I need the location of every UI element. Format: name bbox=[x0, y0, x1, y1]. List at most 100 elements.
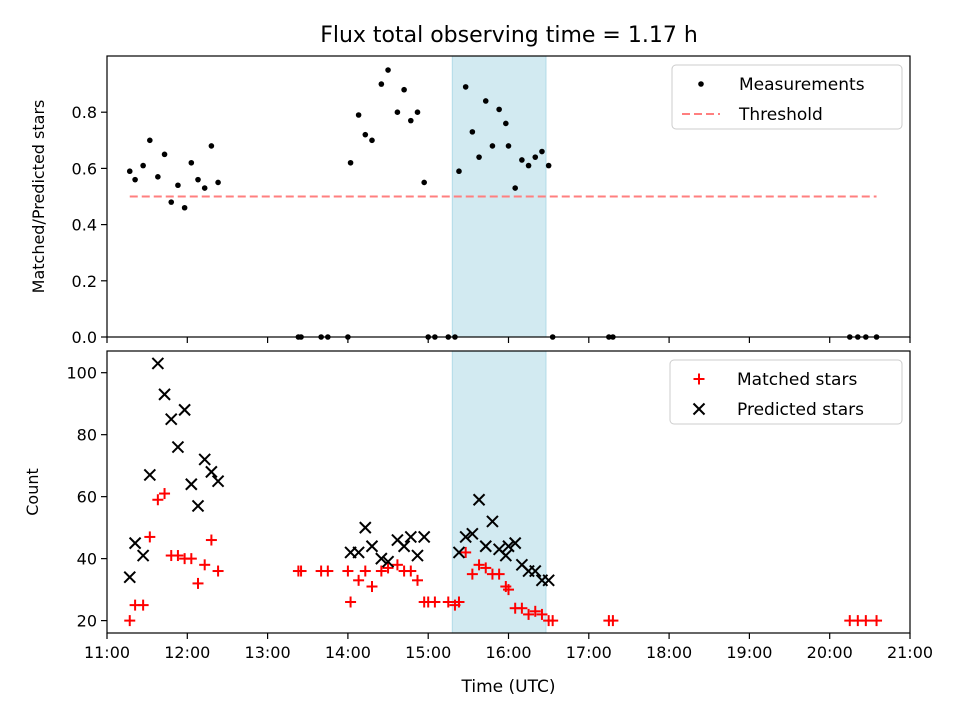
measurement-point bbox=[201, 185, 208, 191]
measurement-point bbox=[155, 174, 161, 180]
matched-star-point bbox=[493, 568, 505, 580]
x-tick-label: 12:00 bbox=[164, 643, 210, 662]
predicted-star-point bbox=[417, 530, 431, 544]
measurement-point bbox=[456, 168, 462, 175]
matched-star-point bbox=[411, 574, 423, 586]
x-axis-label: Time (UTC) bbox=[461, 677, 556, 697]
predicted-star-point bbox=[499, 549, 513, 562]
measurement-point bbox=[469, 129, 476, 135]
measurement-point bbox=[505, 143, 512, 149]
measurement-point bbox=[482, 98, 489, 104]
matched-star-point bbox=[607, 615, 619, 627]
series-group bbox=[126, 67, 880, 340]
measurement-point bbox=[525, 162, 532, 169]
predicted-star-point bbox=[205, 465, 218, 479]
matched-star-point bbox=[536, 608, 548, 620]
matched-star-point bbox=[871, 615, 883, 627]
matched-star-point bbox=[322, 565, 334, 577]
x-tick-label: 20:00 bbox=[807, 643, 853, 662]
predicted-star-point bbox=[375, 552, 388, 565]
y-tick-label: 80 bbox=[77, 426, 97, 445]
measurement-point bbox=[215, 179, 221, 186]
predicted-star-point bbox=[404, 530, 418, 544]
measurement-point bbox=[385, 67, 391, 73]
matched-star-point bbox=[172, 550, 184, 562]
measurement-point bbox=[132, 176, 138, 183]
predicted-star-point bbox=[397, 540, 411, 553]
top-panel-ratio: 0.0 0.2 0.4 0.6 0.8 Matched/Predicted stars Me… bbox=[29, 55, 911, 347]
measurement-point bbox=[401, 86, 407, 93]
measurement-point bbox=[168, 199, 175, 205]
predicted-star-point bbox=[143, 468, 157, 482]
measurement-point bbox=[362, 131, 369, 138]
measurement-point bbox=[476, 154, 482, 160]
figure-title: Flux total observing time = 1.17 h bbox=[320, 23, 698, 48]
matched-star-point bbox=[152, 494, 164, 506]
legend-plus-icon bbox=[693, 373, 705, 385]
matched-star-point bbox=[382, 562, 394, 574]
x-tick-label: 19:00 bbox=[726, 643, 772, 662]
legend-label: Matched stars bbox=[737, 370, 857, 390]
matched-star-point bbox=[345, 596, 357, 608]
legend: Matched stars Predicted stars bbox=[669, 359, 903, 425]
measurement-point bbox=[181, 204, 188, 211]
measurement-point bbox=[462, 84, 469, 90]
x-tick-label: 18:00 bbox=[646, 643, 692, 662]
legend: Measurements Threshold bbox=[671, 64, 903, 130]
matched-star-point bbox=[523, 608, 535, 620]
bottom-panel-counts: 20 40 60 80 100 11:00 12:00 13:00 14:00 15:00 16:0… bbox=[23, 350, 933, 697]
matched-star-point bbox=[480, 562, 492, 574]
x-tick-label: 11:00 bbox=[84, 643, 130, 662]
measurement-point bbox=[208, 143, 215, 149]
y-tick-label: 100 bbox=[66, 364, 97, 383]
predicted-star-point bbox=[171, 440, 185, 454]
predicted-star-point bbox=[508, 536, 522, 550]
x-tick-label: 15:00 bbox=[405, 643, 451, 662]
matched-star-point bbox=[159, 488, 171, 500]
series-group bbox=[123, 357, 883, 627]
y-tick-label: 0.4 bbox=[72, 216, 97, 235]
predicted-star-point bbox=[352, 546, 365, 559]
matched-star-point bbox=[124, 615, 136, 627]
y-axis-label: Matched/Predicted stars bbox=[29, 100, 48, 294]
matched-star-point bbox=[391, 559, 403, 571]
predicted-star-point bbox=[198, 453, 211, 466]
measurement-point bbox=[140, 162, 146, 169]
x-tick-label: 17:00 bbox=[566, 643, 612, 662]
predicted-star-point bbox=[502, 540, 515, 553]
matched-star-point bbox=[860, 615, 872, 627]
y-tick-label: 60 bbox=[77, 488, 97, 507]
predicted-star-point bbox=[123, 571, 136, 584]
measurement-point bbox=[126, 168, 133, 175]
predicted-star-point bbox=[472, 493, 486, 506]
matched-star-point bbox=[185, 553, 197, 565]
matched-star-point bbox=[144, 531, 156, 543]
predicted-star-point bbox=[365, 540, 379, 553]
measurement-point bbox=[545, 162, 552, 169]
predicted-star-point bbox=[381, 555, 395, 568]
matched-star-point bbox=[473, 559, 485, 571]
legend-label: Predicted stars bbox=[737, 400, 864, 420]
matched-star-point bbox=[342, 565, 354, 577]
matched-star-point bbox=[503, 584, 514, 596]
measurement-point bbox=[161, 151, 168, 158]
measurement-point bbox=[532, 154, 539, 160]
matched-star-point bbox=[466, 568, 478, 580]
measurement-point bbox=[175, 182, 181, 189]
measurement-point bbox=[512, 185, 518, 191]
measurement-point bbox=[378, 81, 385, 87]
measurement-point bbox=[503, 120, 509, 127]
y-axis-label: Count bbox=[23, 468, 42, 516]
x-tick-label: 21:00 bbox=[887, 643, 933, 662]
measurement-point bbox=[347, 159, 354, 166]
matched-star-point bbox=[295, 565, 307, 577]
legend-label: Threshold bbox=[738, 105, 823, 125]
measurement-point bbox=[408, 117, 414, 124]
measurement-point bbox=[394, 109, 401, 115]
matched-star-point bbox=[405, 565, 417, 577]
predicted-star-point bbox=[128, 536, 142, 550]
measurement-point bbox=[369, 137, 375, 144]
measurement-point bbox=[147, 137, 153, 144]
matched-star-point bbox=[516, 602, 528, 614]
